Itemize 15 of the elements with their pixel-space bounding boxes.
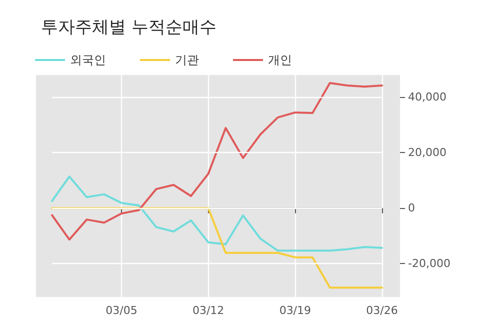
legend-label: 기관	[175, 53, 199, 67]
x-tick-label: 03/19	[279, 304, 312, 317]
line-series	[51, 176, 383, 252]
line-series	[51, 207, 383, 289]
x-tick-label: 03/05	[106, 304, 138, 317]
chart-title: 투자주체별 누적순매수	[41, 18, 216, 38]
legend-label: 외국인	[70, 53, 106, 67]
y-tick-label: 0	[408, 202, 415, 215]
y-tick-label: -20,000	[408, 257, 450, 270]
line-series	[51, 82, 383, 241]
legend-label: 개인	[268, 53, 292, 67]
y-tick-label: 40,000	[408, 90, 446, 104]
x-tick-label: 03/26	[366, 304, 398, 317]
y-tick-label: 20,000	[408, 146, 446, 160]
x-tick-label: 03/12	[192, 304, 224, 317]
